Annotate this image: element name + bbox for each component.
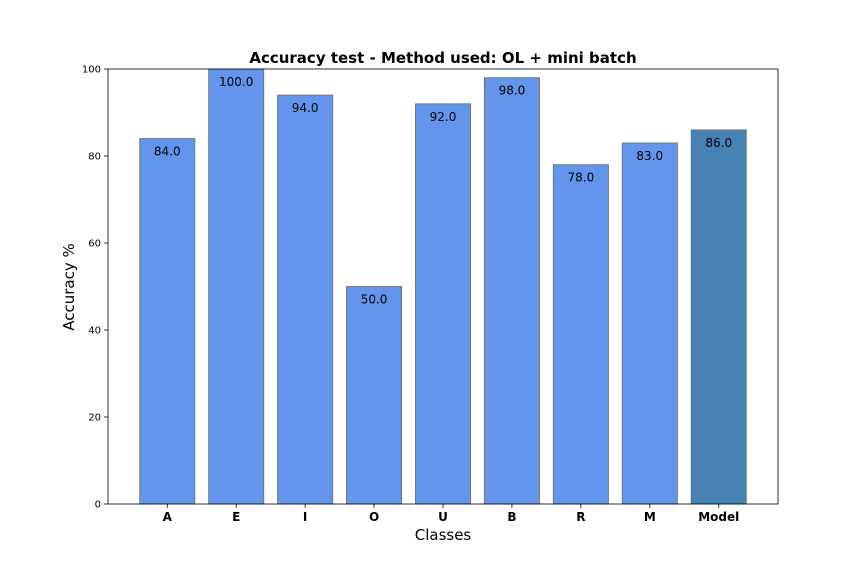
x-axis-label: Classes <box>415 526 472 544</box>
bar-model <box>690 129 747 505</box>
x-tick-label-a: A <box>163 510 173 524</box>
bar-e <box>208 68 265 505</box>
bar-m <box>621 142 678 505</box>
bar-value-label-o: 50.0 <box>361 293 388 307</box>
x-axis-ticks: A E I O U B R M Model <box>163 504 739 524</box>
bar-value-label-b: 98.0 <box>499 84 526 98</box>
bar-value-label-i: 94.0 <box>292 101 319 115</box>
bar-b <box>483 77 540 505</box>
bar-value-label-model: 86.0 <box>705 136 732 150</box>
y-axis-label: Accuracy % <box>60 243 78 331</box>
bar-value-label-a: 84.0 <box>154 145 181 159</box>
x-tick-label-u: U <box>438 510 448 524</box>
y-tick-label-20: 20 <box>88 413 101 424</box>
x-tick-label-r: R <box>576 510 585 524</box>
bars-group <box>139 68 747 505</box>
x-tick-label-m: M <box>644 510 656 524</box>
bar-o <box>346 286 403 505</box>
y-tick-label-60: 60 <box>88 239 101 250</box>
bar-u <box>415 103 471 505</box>
x-tick-label-model: Model <box>698 510 739 524</box>
plot-area: 84.0 100.0 94.0 50.0 92.0 98.0 78.0 83.0 86.0 0 2… <box>82 65 779 524</box>
bar-value-label-u: 92.0 <box>430 110 457 124</box>
bar-labels-group: 84.0 100.0 94.0 50.0 92.0 98.0 78.0 83.0 86.0 <box>154 75 732 307</box>
bar-value-label-m: 83.0 <box>636 149 663 163</box>
bar-value-label-e: 100.0 <box>219 75 253 89</box>
x-tick-label-i: I <box>303 510 307 524</box>
chart-title: Accuracy test - Method used: OL + mini b… <box>249 49 636 67</box>
bar-value-label-r: 78.0 <box>568 171 595 185</box>
y-tick-label-80: 80 <box>88 152 101 163</box>
bar-i <box>277 94 334 505</box>
x-tick-label-b: B <box>507 510 516 524</box>
x-tick-label-o: O <box>369 510 379 524</box>
y-tick-label-40: 40 <box>88 326 101 337</box>
bar-a <box>139 138 196 505</box>
y-tick-label-100: 100 <box>82 65 101 76</box>
x-tick-label-e: E <box>232 510 240 524</box>
y-axis-ticks: 0 20 40 60 80 100 <box>82 65 108 511</box>
bar-r <box>552 164 609 505</box>
y-tick-label-0: 0 <box>95 500 101 511</box>
